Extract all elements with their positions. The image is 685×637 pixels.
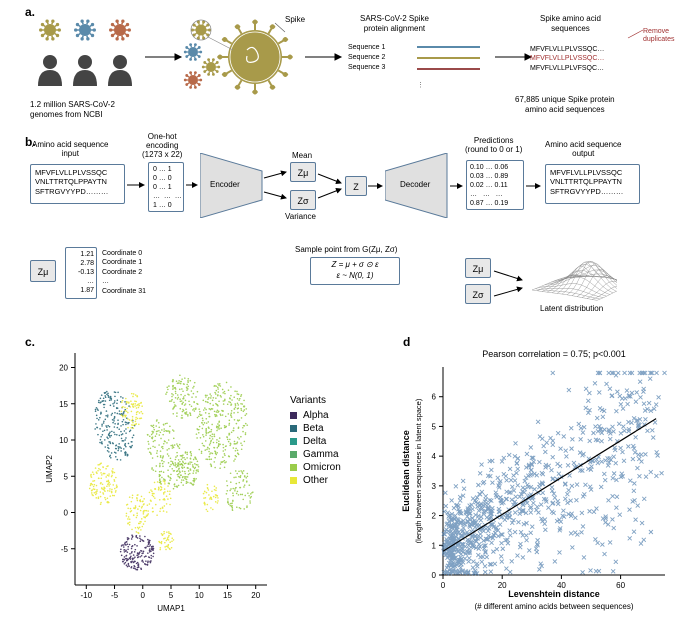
- variance-label: Variance: [285, 212, 316, 221]
- svg-text:15: 15: [59, 400, 68, 409]
- pred-box: 0.10 … 0.06 0.03 … 0.89 0.02 … 0.11 … … …: [466, 160, 524, 210]
- sample-eq-box: Z = μ + σ ⊙ ε ε ~ N(0, 1): [310, 257, 400, 285]
- zmu-box: Zμ: [290, 162, 316, 182]
- input-seq-text: MFVFLVLLPLVSSQC VNLTTRTQLPPAYTN SFTRGVYY…: [35, 168, 108, 196]
- mean-label: Mean: [292, 151, 312, 160]
- svg-text:0: 0: [64, 509, 69, 518]
- sample-label: Sample point from G(Zμ, Zσ): [295, 245, 397, 254]
- umap-legend: Variants Alpha Beta Delta Gamma Omicron Other: [290, 395, 341, 488]
- zsigma-box: Zσ: [290, 190, 316, 210]
- svg-text:60: 60: [616, 581, 625, 590]
- legend-title: Variants: [290, 395, 341, 406]
- svg-text:(length between sequences in l: (length between sequences in latent spac…: [414, 398, 423, 543]
- svg-text:5: 5: [64, 472, 69, 481]
- svg-text:-5: -5: [111, 591, 119, 600]
- svg-text:0: 0: [141, 591, 146, 600]
- umap-scatter: -10 -5 0 5 10 15 20 -5 0 5 10 15 20 UMAP1 UMAP2: [40, 345, 275, 615]
- svg-text:1: 1: [432, 541, 437, 550]
- svg-text:10: 10: [195, 591, 204, 600]
- legend-item: Other: [290, 475, 341, 486]
- encoder-label: Encoder: [210, 180, 240, 189]
- svg-text:Levenshtein distance: Levenshtein distance: [508, 589, 600, 599]
- coord-vals-text: 1.21 2.78 -0.13 … 1.87: [78, 251, 94, 294]
- svg-text:20: 20: [498, 581, 507, 590]
- svg-text:-5: -5: [61, 545, 69, 554]
- zsigma3-text: Zσ: [472, 290, 483, 300]
- sample-eq1: Z = μ + σ ⊙ ε: [311, 260, 399, 271]
- zmu-text: Zμ: [298, 168, 309, 178]
- output-label: Amino acid sequence output: [545, 140, 622, 158]
- latent-surface: [522, 248, 617, 303]
- decoder-label: Decoder: [400, 180, 430, 189]
- panel-a-bottomtext: 1.2 million SARS-CoV-2 genomes from NCBI: [30, 100, 115, 120]
- svg-text:Pearson correlation = 0.75; p<: Pearson correlation = 0.75; p<0.001: [482, 349, 626, 359]
- coord-labels: Coordinate 0 Coordinate 1 Coordinate 2 ……: [102, 249, 146, 296]
- svg-text:4: 4: [432, 452, 437, 461]
- svg-text:⋮: ⋮: [417, 82, 424, 89]
- seq-examples: MFVFLVLLPLVSSQC…MFVFLVLLPLVSSQC…MFVFLVLL…: [530, 45, 604, 73]
- legend-items: Alpha Beta Delta Gamma Omicron Other: [290, 410, 341, 486]
- zsigma-text: Zσ: [297, 196, 308, 206]
- svg-text:UMAP1: UMAP1: [157, 604, 185, 613]
- legend-item: Omicron: [290, 462, 341, 473]
- unique-text: 67,885 unique Spike protein amino acid s…: [515, 95, 615, 115]
- svg-text:6: 6: [432, 393, 437, 402]
- right-title: Spike amino acid sequences: [540, 14, 601, 33]
- svg-text:Euclidean distance: Euclidean distance: [401, 430, 411, 512]
- zsigma-box3: Zσ: [465, 284, 491, 304]
- legend-item: Gamma: [290, 449, 341, 460]
- latent-label: Latent distribution: [540, 304, 603, 313]
- coord-vals: 1.21 2.78 -0.13 … 1.87: [65, 247, 97, 299]
- svg-text:15: 15: [223, 591, 232, 600]
- input-label: Amino acid sequence input: [32, 140, 109, 158]
- sample-eq2: ε ~ N(0, 1): [311, 271, 399, 282]
- svg-text:UMAP2: UMAP2: [45, 455, 54, 483]
- svg-text:5: 5: [169, 591, 174, 600]
- z-text: Z: [353, 182, 359, 192]
- output-seq-text: MFVFLVLLPLVSSQC VNLTTRTQLPPAYTN SFTRGVYY…: [550, 168, 623, 196]
- panel-c-label: c.: [25, 335, 35, 349]
- svg-text:(# different amino acids betwe: (# different amino acids between sequenc…: [474, 602, 633, 611]
- onehot-box: 0 … 1 0 … 0 0 … 1 … … … 1 … 0: [148, 162, 184, 212]
- svg-text:10: 10: [59, 436, 68, 445]
- onehot-matrix: 0 … 1 0 … 0 0 … 1 … … … 1 … 0: [153, 166, 182, 209]
- onehot-label: One-hot encoding (1273 x 22): [142, 133, 182, 159]
- legend-item: Alpha: [290, 410, 341, 421]
- output-box: MFVFLVLLPLVSSQC VNLTTRTQLPPAYTN SFTRGVYY…: [545, 164, 640, 204]
- z-box: Z: [345, 176, 367, 196]
- correlation-scatter: 02040600123456Pearson correlation = 0.75…: [395, 345, 675, 615]
- zmu-box2: Zμ: [30, 260, 56, 282]
- svg-text:5: 5: [432, 422, 437, 431]
- predictions-label: Predictions (round to 0 or 1): [465, 137, 522, 155]
- zmu2-text: Zμ: [38, 267, 49, 277]
- zmu3-text: Zμ: [473, 264, 484, 274]
- svg-text:2: 2: [432, 512, 437, 521]
- seq-labels: Sequence 1Sequence 2Sequence 3: [348, 43, 385, 73]
- svg-text:20: 20: [251, 591, 260, 600]
- alignment-title: SARS-CoV-2 Spike protein alignment: [360, 14, 429, 33]
- svg-text:20: 20: [59, 364, 68, 373]
- svg-text:0: 0: [432, 571, 437, 580]
- zmu-box3: Zμ: [465, 258, 491, 278]
- input-box: MFVFLVLLPLVSSQC VNLTTRTQLPPAYTN SFTRGVYY…: [30, 164, 125, 204]
- remove-dup: Remove duplicates: [643, 28, 675, 43]
- spike-label: Spike: [285, 15, 305, 24]
- svg-text:3: 3: [432, 482, 437, 491]
- legend-item: Delta: [290, 436, 341, 447]
- svg-text:-10: -10: [81, 591, 93, 600]
- legend-item: Beta: [290, 423, 341, 434]
- pred-matrix: 0.10 … 0.06 0.03 … 0.89 0.02 … 0.11 … … …: [470, 164, 508, 207]
- svg-text:0: 0: [441, 581, 446, 590]
